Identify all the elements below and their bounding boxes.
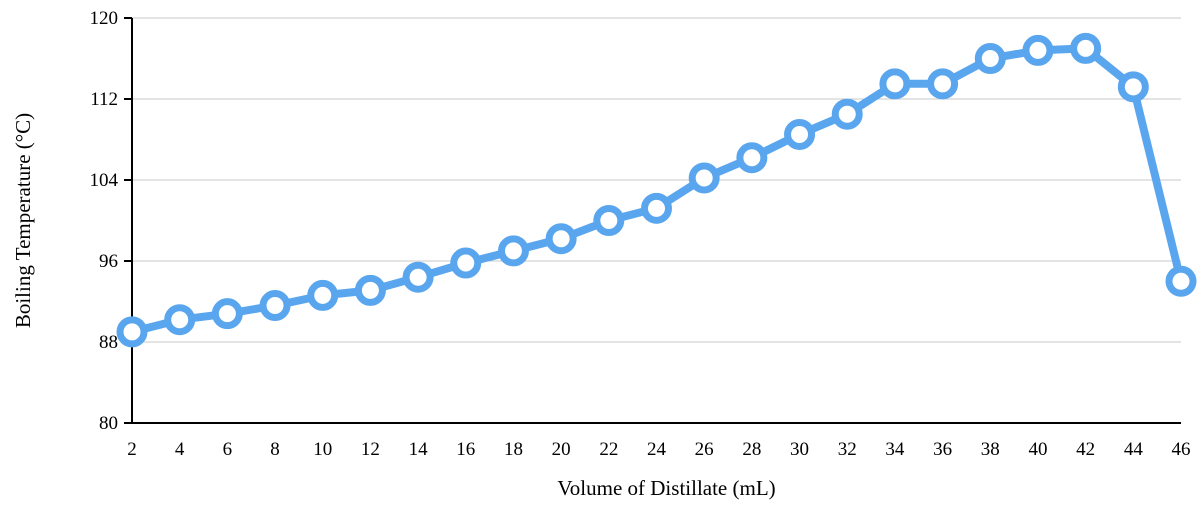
series-line-path [128, 44, 1185, 336]
x-tick-label: 4 [175, 439, 185, 460]
y-tick-label: 88 [99, 332, 118, 353]
data-point [927, 68, 959, 100]
x-tick-label: 18 [504, 439, 523, 460]
y-tick-label: 112 [90, 89, 118, 110]
data-point [497, 235, 529, 267]
data-point [211, 298, 243, 330]
x-tick-label: 22 [599, 439, 618, 460]
y-tick-label: 96 [99, 251, 118, 272]
data-point [688, 162, 720, 194]
x-axis-title: Volume of Distillate (mL) [557, 476, 775, 500]
y-axis-ticks: 80 88 96 104 112 120 [90, 8, 132, 434]
data-point [450, 247, 482, 279]
y-axis-title: Boiling Temperature (°C) [11, 113, 35, 328]
x-tick-label: 28 [742, 439, 761, 460]
data-point [259, 290, 291, 322]
data-point [1165, 265, 1197, 297]
x-tick-label: 46 [1172, 439, 1191, 460]
x-tick-label: 32 [838, 439, 857, 460]
data-point [593, 205, 625, 236]
x-tick-label: 10 [313, 439, 332, 460]
x-tick-label: 34 [885, 439, 905, 460]
x-tick-label: 2 [127, 439, 137, 460]
data-point [402, 261, 434, 293]
data-point [974, 43, 1006, 74]
x-tick-label: 8 [270, 439, 280, 460]
x-tick-label: 12 [361, 439, 380, 460]
x-tick-label: 36 [933, 439, 952, 460]
x-tick-label: 44 [1124, 439, 1144, 460]
series-markers [116, 32, 1197, 348]
data-point [831, 98, 863, 130]
x-tick-label: 16 [456, 439, 475, 460]
data-point [1070, 32, 1102, 64]
data-point [354, 274, 386, 306]
data-point [736, 142, 768, 174]
x-tick-label: 42 [1076, 439, 1095, 460]
x-tick-label: 26 [695, 439, 714, 460]
x-tick-label: 40 [1028, 439, 1047, 460]
data-point [164, 304, 196, 336]
x-tick-label: 38 [981, 439, 1000, 460]
y-tick-label: 80 [99, 413, 118, 434]
series-line [128, 44, 1185, 336]
x-axis-ticks: 2 4 6 8 10 12 14 16 18 20 22 24 26 28 30 32 34 36 38 40 42 44… [127, 439, 1190, 460]
x-tick-label: 6 [223, 439, 233, 460]
x-tick-label: 20 [552, 439, 571, 460]
data-point [641, 192, 672, 224]
y-tick-label: 104 [90, 170, 119, 191]
data-point [879, 68, 911, 100]
x-tick-label: 30 [790, 439, 809, 460]
data-point [1117, 71, 1149, 103]
data-point [307, 279, 339, 311]
data-point [545, 223, 577, 255]
y-tick-label: 120 [90, 8, 119, 29]
gridlines [132, 17, 1181, 343]
data-point [784, 118, 816, 150]
x-tick-label: 14 [409, 439, 429, 460]
data-point [1022, 34, 1054, 66]
data-point [116, 316, 148, 348]
x-tick-label: 24 [647, 439, 667, 460]
